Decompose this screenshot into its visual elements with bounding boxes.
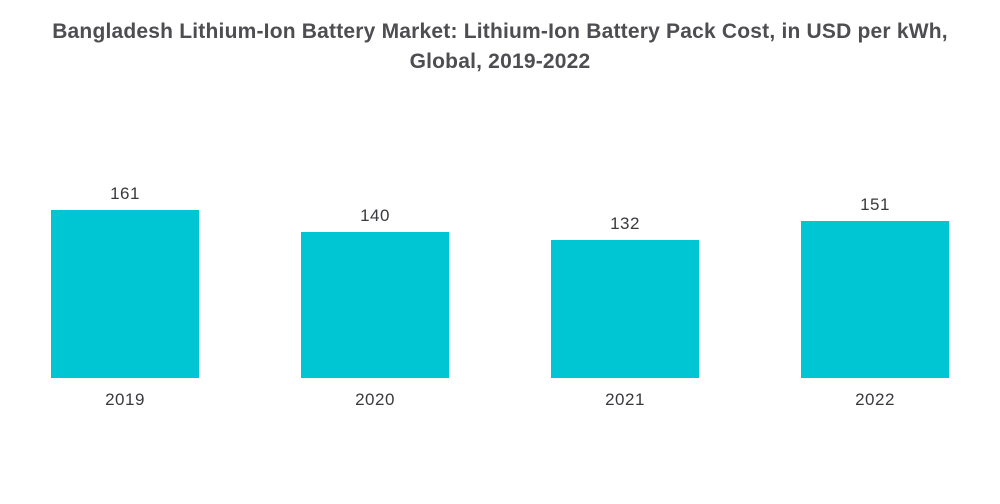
- x-axis-labels: 2019 2020 2021 2022: [0, 390, 1000, 410]
- bar: [551, 239, 699, 378]
- bar-column: 161: [0, 110, 250, 378]
- bars-row: 161 140 132 151: [0, 110, 1000, 378]
- bar: [801, 220, 949, 378]
- bar-value-label: 140: [360, 205, 390, 225]
- chart-title: Bangladesh Lithium-Ion Battery Market: L…: [52, 20, 948, 74]
- x-axis-tick-label: 2020: [355, 389, 395, 409]
- bar: [301, 231, 449, 378]
- bar-column: 140: [250, 110, 500, 378]
- bar-value-label: 132: [610, 213, 640, 233]
- bar-column: 151: [750, 110, 1000, 378]
- plot-area: 161 140 132 151 2019 2020 2021 2022: [0, 110, 1000, 410]
- bar-value-label: 151: [860, 194, 890, 214]
- x-axis-tick-label: 2019: [105, 389, 145, 409]
- bar: [51, 209, 199, 378]
- x-axis-tick-label: 2021: [605, 389, 645, 409]
- x-axis-tick-label: 2022: [855, 389, 895, 409]
- bar-value-label: 161: [110, 183, 140, 203]
- bar-column: 132: [500, 110, 750, 378]
